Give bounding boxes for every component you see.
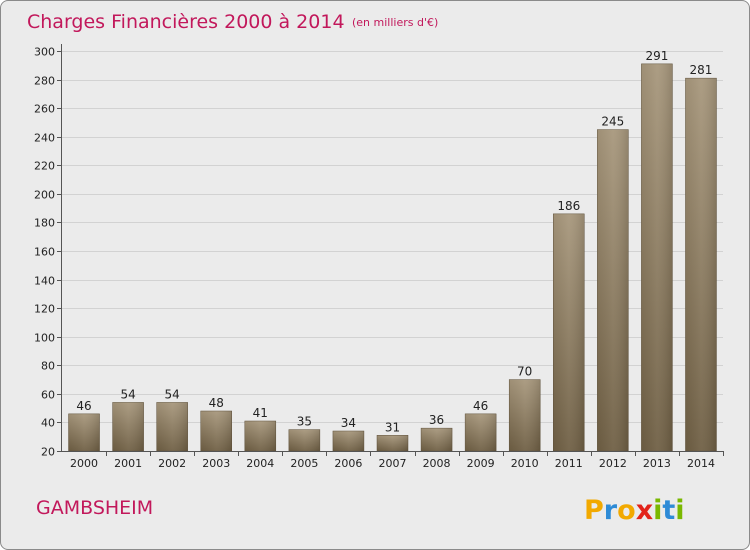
bar-shade (377, 435, 408, 451)
y-tick-label: 260 (34, 103, 55, 116)
chart-subtitle: (en milliers d'€) (352, 16, 438, 29)
x-tick-label: 2002 (158, 457, 186, 470)
y-tick-label: 80 (41, 360, 55, 373)
x-tick-label: 2003 (202, 457, 230, 470)
value-labels: 46 54 54 48 41 35 34 31 36 46 70 186 245 291 281 (76, 49, 712, 434)
y-tick-label: 40 (41, 417, 55, 430)
data-label: 291 (645, 49, 668, 63)
y-tick-label: 160 (34, 246, 55, 259)
x-tick-label: 2001 (114, 457, 142, 470)
y-tick-label: 140 (34, 275, 55, 288)
bar-shade (597, 129, 629, 452)
brand-letter: o (617, 495, 636, 526)
data-label: 48 (209, 396, 224, 410)
data-label: 54 (165, 387, 180, 401)
bar-shade (421, 428, 453, 451)
x-tick-label: 2004 (246, 457, 274, 470)
x-tick-label: 2009 (467, 457, 495, 470)
data-label: 54 (120, 387, 135, 401)
x-tick-label: 2006 (334, 457, 362, 470)
data-label: 36 (429, 413, 444, 427)
x-tick-label: 2005 (290, 457, 318, 470)
chart-title: Charges Financières 2000 à 2014 (27, 11, 345, 33)
bar-shade (156, 402, 188, 451)
y-tick-label: 20 (41, 446, 55, 459)
x-tick-label: 2012 (599, 457, 627, 470)
brand-letter: t (662, 495, 675, 526)
bar-shade (200, 411, 232, 451)
data-label: 46 (76, 399, 91, 413)
brand-letter: i (675, 495, 684, 526)
bar-shade (685, 78, 717, 452)
location-label: GAMBSHEIM (36, 497, 153, 519)
bar-shade (332, 431, 364, 451)
y-tick-label: 220 (34, 160, 55, 173)
bar-shade (112, 402, 144, 451)
y-axis-ticks: 20 40 60 80 100 120 140 160 180 200 220 240 260 280 30… (34, 46, 62, 459)
bar-shade (244, 421, 276, 451)
grid-lines (62, 51, 723, 423)
brand-letter: x (636, 495, 653, 526)
data-label: 35 (297, 415, 312, 429)
data-label: 46 (473, 399, 488, 413)
data-label: 245 (601, 115, 624, 129)
x-axis-ticks: 2000 2001 2002 2003 2004 2005 2006 2007 2008 2009… (70, 451, 724, 470)
y-tick-label: 280 (34, 75, 55, 88)
data-label: 31 (385, 420, 400, 434)
bar-shade (288, 429, 320, 451)
y-tick-label: 60 (41, 389, 55, 402)
data-label: 70 (517, 365, 532, 379)
y-tick-label: 200 (34, 189, 55, 202)
x-tick-label: 2011 (555, 457, 583, 470)
y-tick-label: 300 (34, 46, 55, 59)
bars (68, 63, 717, 452)
y-tick-label: 120 (34, 303, 55, 316)
data-label: 281 (690, 63, 713, 77)
bar-shade (641, 63, 673, 451)
proxiti-logo: Proxiti (584, 495, 685, 526)
bar-shade (68, 413, 100, 451)
x-tick-label: 2013 (643, 457, 671, 470)
brand-text: Proxiti (584, 495, 685, 526)
brand-letter: r (604, 495, 618, 526)
data-label: 34 (341, 416, 356, 430)
x-tick-label: 2010 (511, 457, 539, 470)
x-tick-label: 2008 (423, 457, 451, 470)
bar-shade (509, 379, 541, 451)
y-tick-label: 100 (34, 332, 55, 345)
x-tick-label: 2000 (70, 457, 98, 470)
x-tick-label: 2014 (687, 457, 715, 470)
bar-shade (465, 413, 497, 451)
brand-letter: P (584, 495, 604, 526)
y-tick-label: 240 (34, 132, 55, 145)
y-tick-label: 180 (34, 217, 55, 230)
brand-letter: i (653, 495, 662, 526)
data-label: 186 (557, 199, 580, 213)
x-tick-label: 2007 (379, 457, 407, 470)
bar-shade (553, 213, 585, 451)
data-label: 41 (253, 406, 268, 420)
